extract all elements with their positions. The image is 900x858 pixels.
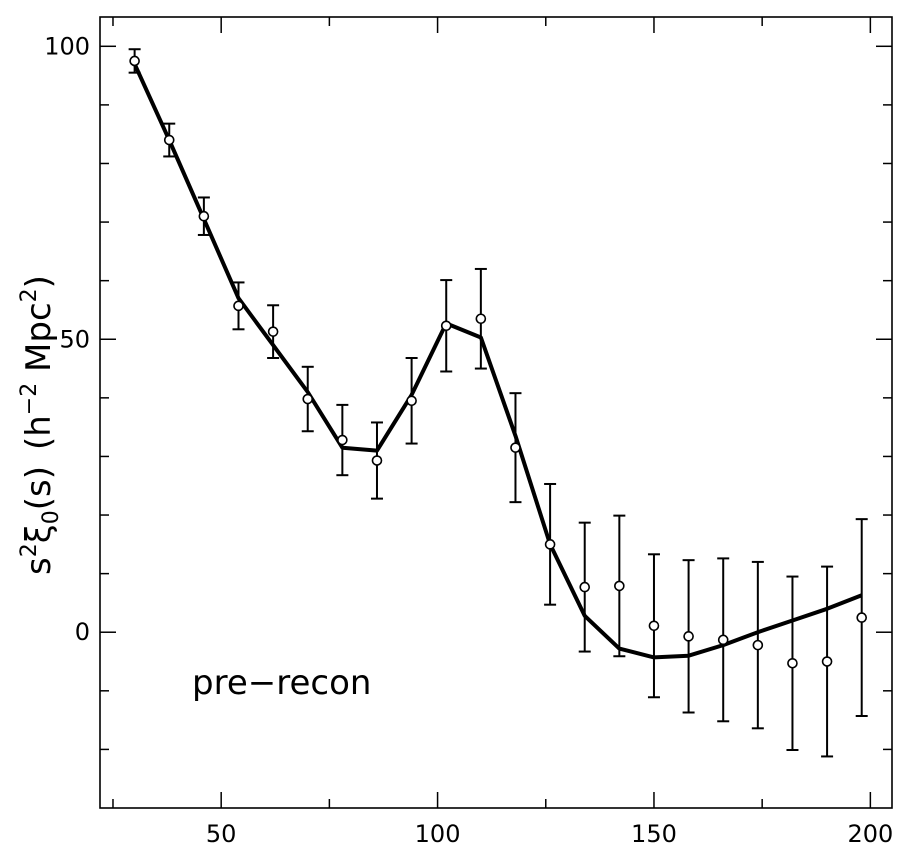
data-point <box>129 55 140 67</box>
data-points <box>129 55 868 669</box>
data-point <box>717 634 729 646</box>
data-point <box>787 657 798 669</box>
y-tick-label: 100 <box>44 32 90 60</box>
data-point <box>752 639 764 651</box>
y-axis-label: s2ξ0(s)(h−2 Mpc2) <box>17 275 64 575</box>
x-tick-label: 200 <box>847 820 893 848</box>
axis-ticks <box>100 17 892 808</box>
data-point <box>163 134 175 146</box>
model-line <box>132 63 863 660</box>
data-point <box>302 393 314 405</box>
error-bars <box>128 48 868 758</box>
data-point <box>267 326 279 337</box>
data-point <box>440 320 452 332</box>
x-tick-label: 150 <box>631 820 677 848</box>
x-tick-label: 50 <box>206 820 237 848</box>
data-point <box>821 656 833 667</box>
plot-frame <box>99 16 893 809</box>
data-point <box>510 442 521 453</box>
y-tick-labels: 0 50 100 <box>44 32 90 646</box>
data-point <box>648 620 660 632</box>
x-tick-labels: 50 100 150 200 <box>206 820 893 848</box>
data-point <box>683 631 694 642</box>
x-tick-label: 100 <box>415 820 461 848</box>
data-point <box>337 434 348 446</box>
data-point <box>614 580 625 592</box>
data-point <box>198 210 210 222</box>
annotation-pre-recon: pre−recon <box>192 663 371 703</box>
data-point <box>233 300 244 312</box>
data-point <box>856 612 868 623</box>
y-tick-label: 50 <box>59 325 90 353</box>
data-point <box>406 395 417 407</box>
data-point <box>475 313 487 325</box>
data-point <box>544 539 556 550</box>
y-tick-label: 0 <box>75 618 90 646</box>
data-point <box>579 581 591 593</box>
data-point <box>371 455 383 466</box>
